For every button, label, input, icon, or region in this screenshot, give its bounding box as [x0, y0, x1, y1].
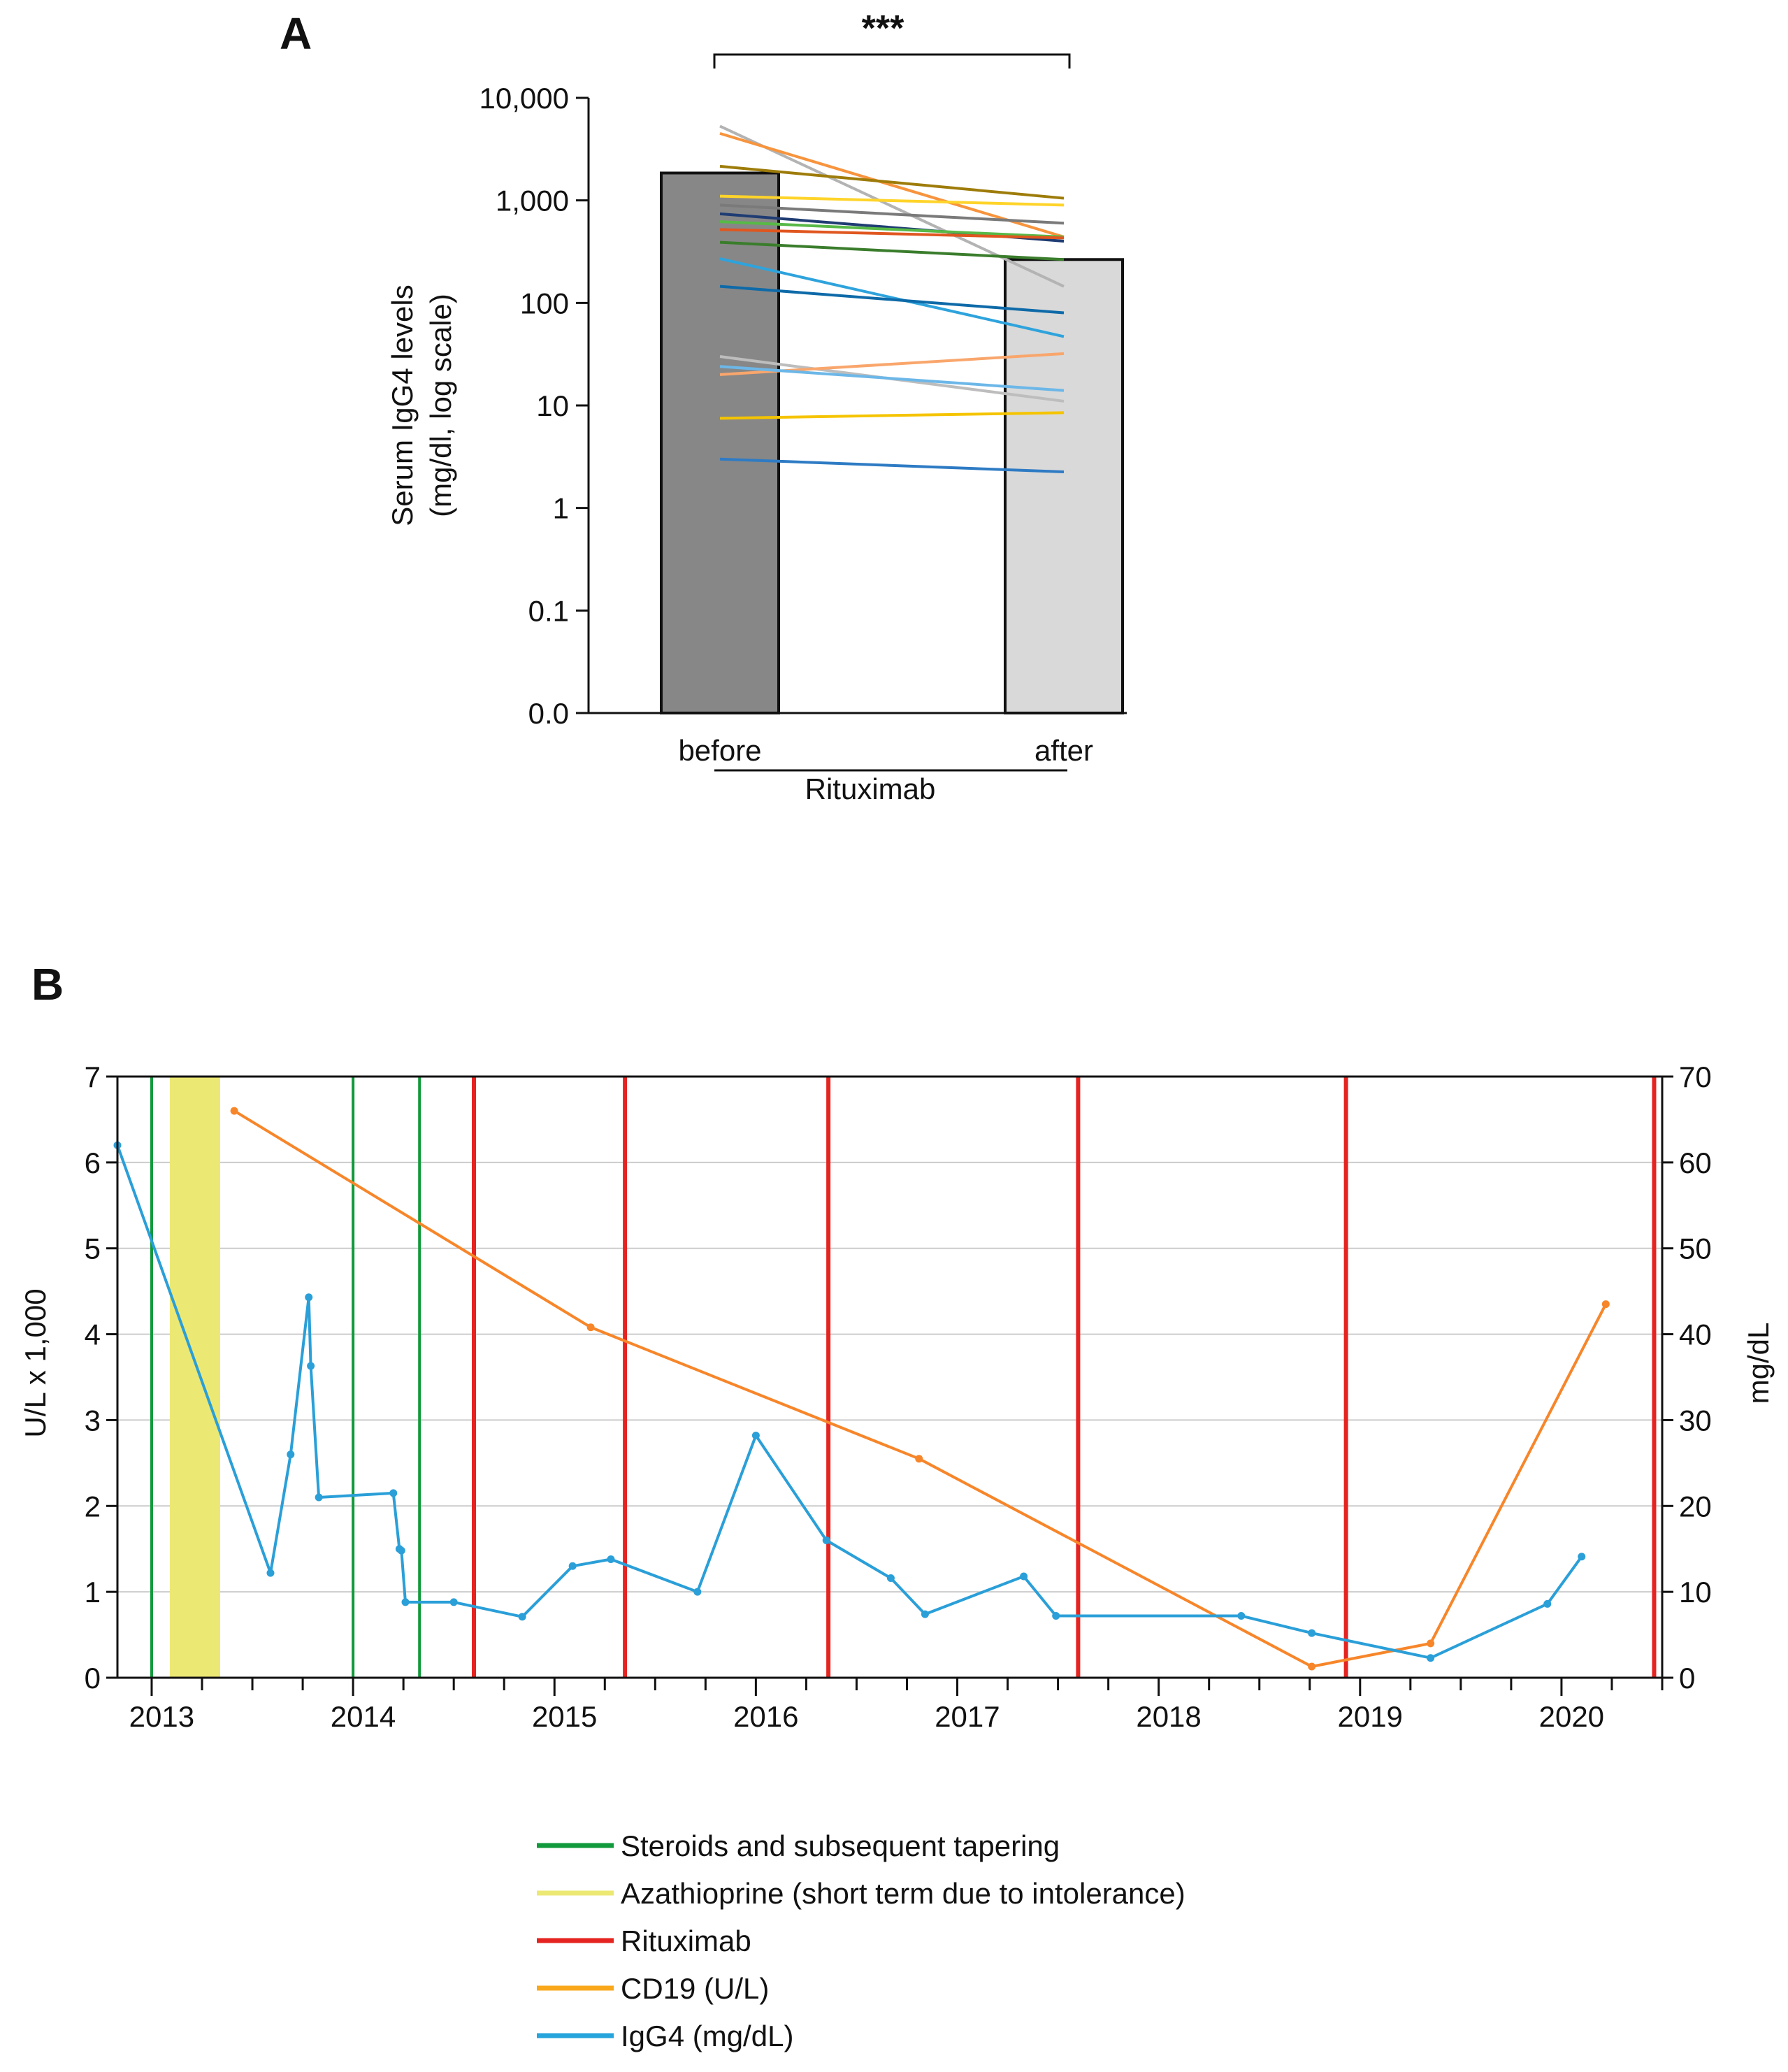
legend-label-cd19: CD19 (U/L) — [621, 1972, 769, 2005]
legend-label-igg4: IgG4 (mg/dL) — [621, 2020, 793, 2052]
igg4-point — [1020, 1572, 1028, 1581]
a-patient-line — [719, 240, 1065, 261]
significance-stars: *** — [862, 8, 904, 49]
cd19-point — [586, 1323, 595, 1332]
panel-b-label: B — [31, 959, 64, 1009]
a-y-tick-label: 100 — [520, 287, 569, 319]
azathioprine-band — [169, 1077, 220, 1678]
cd19-point — [1427, 1639, 1435, 1648]
a-y-axis-title-line1: Serum IgG4 levels — [386, 285, 419, 526]
b-right-tick-label: 0 — [1679, 1662, 1695, 1695]
cd19-point — [1308, 1662, 1316, 1671]
b-year-label: 2020 — [1539, 1700, 1604, 1733]
igg4-point — [1052, 1612, 1060, 1620]
b-left-tick-label: 5 — [85, 1232, 101, 1265]
b-right-tick-label: 10 — [1679, 1576, 1712, 1609]
igg4-point — [1578, 1553, 1586, 1561]
a-patient-line — [719, 203, 1065, 225]
panel-b-chart: U/L x 1,000 mg/dL 0123456701020304050607… — [19, 1060, 1775, 1733]
b-year-label: 2013 — [129, 1700, 194, 1733]
a-patient-line — [719, 124, 1065, 288]
igg4-point — [389, 1489, 398, 1497]
significance-bracket — [713, 53, 1071, 69]
igg4-point — [401, 1598, 410, 1606]
b-year-label: 2019 — [1337, 1700, 1402, 1733]
a-y-axis-title-line2: (mg/dl, log scale) — [424, 294, 457, 517]
b-left-tick-label: 1 — [85, 1576, 101, 1609]
legend-label-rituximab: Rituximab — [621, 1924, 751, 1957]
cd19-point — [1601, 1300, 1610, 1309]
a-patient-line — [719, 194, 1065, 207]
a-y-tick-label: 1 — [553, 492, 569, 525]
igg4-point — [568, 1562, 577, 1570]
igg4-point — [921, 1610, 929, 1618]
igg4-point — [822, 1536, 830, 1544]
a-bar-before — [660, 171, 780, 714]
b-right-tick-label: 30 — [1679, 1404, 1712, 1437]
igg4-line — [116, 1144, 1583, 1660]
b-left-tick-label: 4 — [85, 1318, 101, 1351]
legend-label-azathioprine: Azathioprine (short term due to intolera… — [621, 1877, 1185, 1910]
panel-a-chart: *** Serum IgG4 levels (mg/dl, log scale)… — [386, 8, 1127, 805]
b-plot-frame — [116, 1075, 1664, 1679]
igg4-point — [1308, 1629, 1316, 1637]
igg4-point — [307, 1362, 315, 1370]
igg4-point — [449, 1598, 458, 1606]
igg4-point — [607, 1555, 615, 1563]
a-patient-line — [719, 220, 1065, 238]
igg4-point — [397, 1546, 405, 1555]
igg4-point — [266, 1569, 275, 1577]
a-y-tick-label: 1,000 — [496, 185, 569, 217]
a-patient-line — [719, 164, 1065, 200]
igg4-point — [886, 1574, 895, 1582]
igg4-point — [693, 1588, 702, 1596]
b-right-tick-label: 60 — [1679, 1146, 1712, 1179]
b-year-label: 2015 — [532, 1700, 597, 1733]
b-right-tick-label: 40 — [1679, 1318, 1712, 1351]
cd19-line — [233, 1109, 1608, 1668]
b-left-tick-label: 6 — [85, 1146, 101, 1179]
b-left-tick-label: 0 — [85, 1662, 101, 1695]
a-category-label-after: after — [1034, 734, 1093, 767]
a-patient-line — [719, 285, 1065, 315]
legend: Steroids and subsequent tapering Azathiop… — [537, 1829, 1185, 2052]
igg4-point — [1543, 1599, 1552, 1608]
b-year-label: 2018 — [1136, 1700, 1201, 1733]
a-y-tick-label: 10,000 — [480, 82, 569, 115]
igg4-point — [1237, 1612, 1246, 1620]
igg4-point — [305, 1293, 313, 1302]
a-patient-line — [719, 228, 1065, 240]
panel-a-label: A — [280, 8, 312, 59]
a-y-tick-label: 0.1 — [528, 594, 569, 627]
a-patient-line — [719, 457, 1065, 474]
b-left-tick-label: 3 — [85, 1404, 101, 1437]
a-patient-line — [719, 411, 1065, 420]
b-right-tick-label: 20 — [1679, 1490, 1712, 1523]
b-left-tick-label: 7 — [85, 1060, 101, 1093]
igg4-point — [518, 1613, 526, 1621]
legend-label-steroids: Steroids and subsequent tapering — [621, 1829, 1060, 1862]
cd19-point — [230, 1107, 238, 1115]
igg4-point — [315, 1493, 323, 1502]
b-right-axis-title: mg/dL — [1742, 1323, 1775, 1404]
b-left-tick-label: 2 — [85, 1490, 101, 1523]
igg4-point — [751, 1432, 760, 1440]
b-year-label: 2016 — [733, 1700, 798, 1733]
a-y-tick-label: 0.0 — [528, 697, 569, 730]
b-left-axis-title: U/L x 1,000 — [19, 1288, 52, 1437]
b-right-tick-label: 70 — [1679, 1060, 1712, 1093]
a-patient-line — [719, 257, 1065, 338]
a-group-label: Rituximab — [805, 772, 936, 805]
a-category-label-before: before — [678, 734, 761, 767]
b-right-tick-label: 50 — [1679, 1232, 1712, 1265]
igg4-point — [287, 1451, 295, 1459]
igg4-point — [1427, 1654, 1435, 1662]
b-year-label: 2014 — [331, 1700, 396, 1733]
a-patient-line — [719, 365, 1065, 392]
a-y-tick-label: 10 — [536, 389, 569, 422]
b-year-label: 2017 — [935, 1700, 1000, 1733]
cd19-point — [915, 1455, 923, 1463]
